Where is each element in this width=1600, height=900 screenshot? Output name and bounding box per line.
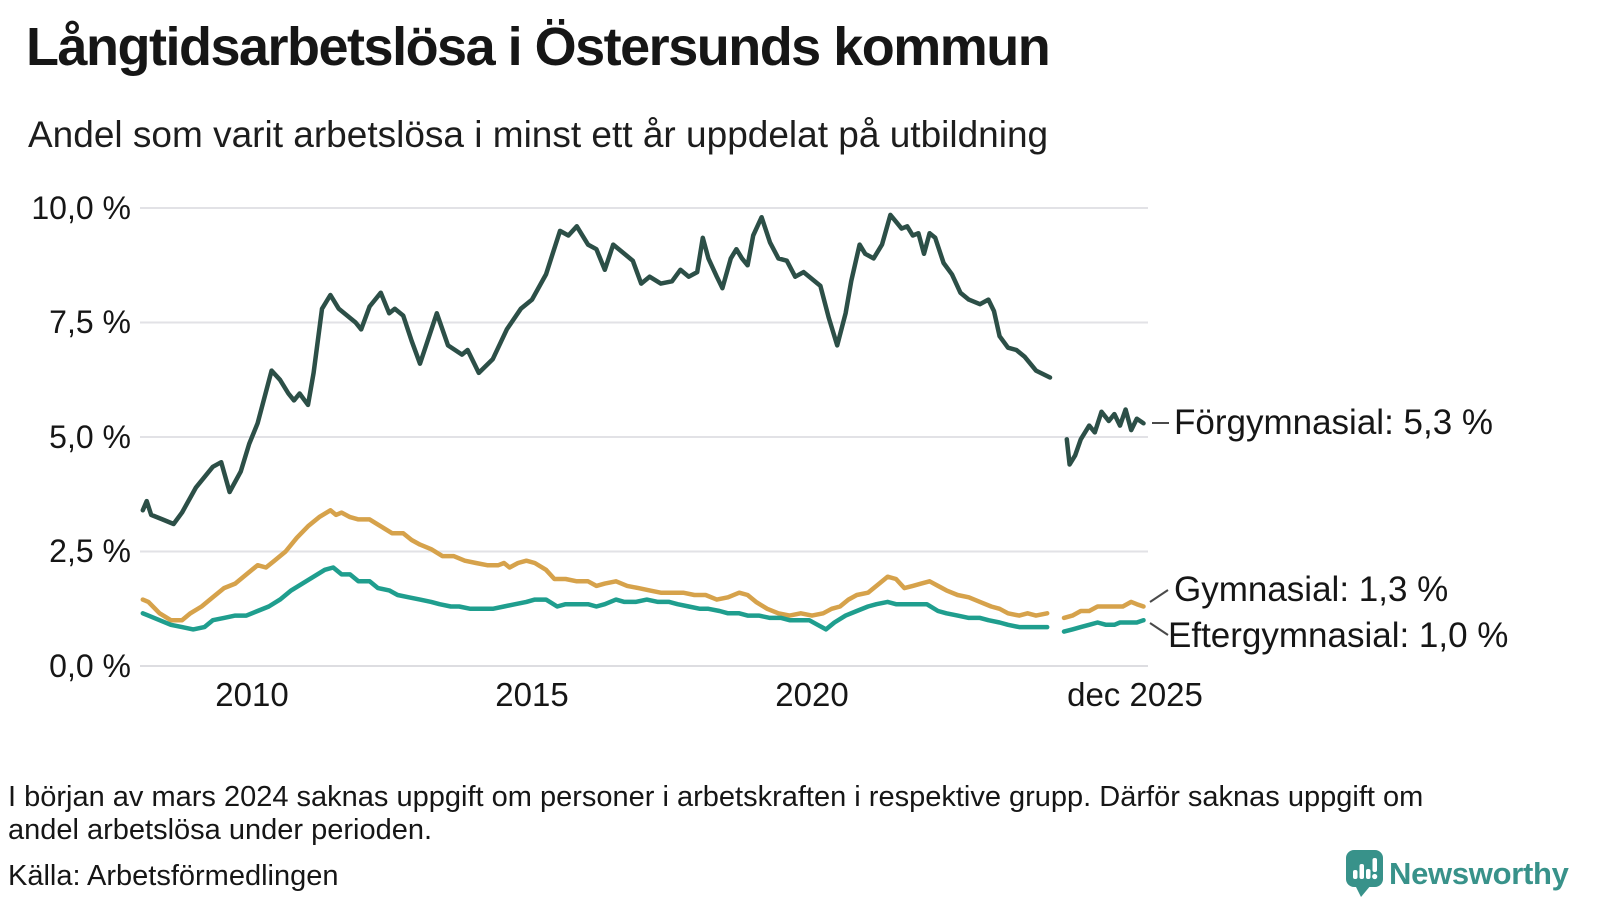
series-line-eftergymnasial-seg2 [1061,617,1146,634]
connector-gymnasial [1149,589,1169,603]
page-title: Långtidsarbetslösa i Östersunds kommun [26,17,1051,77]
newsworthy-logo-text: Newsworthy [1389,856,1569,891]
series-line-eftergymnasial-seg1 [140,565,1050,632]
series-line-forgymnasial-seg1 [140,212,1053,527]
page-subtitle: Andel som varit arbetslösa i minst ett å… [28,114,1049,155]
y-tick-7-5: 7,5 % [49,304,131,340]
x-tick-dec-2025: dec 2025 [1067,676,1203,713]
x-tick-2015: 2015 [495,676,569,713]
series-line-gymnasial-seg2 [1061,599,1146,621]
series-label-eftergymnasial: Eftergymnasial: 1,0 % [1168,616,1509,655]
y-tick-0-0: 0,0 % [49,648,131,684]
connector-eftergymnasial [1149,622,1169,636]
gridlines [140,207,1148,667]
footnote-line-2: andel arbetslösa under perioden. [8,814,433,846]
series-label-gymnasial: Gymnasial: 1,3 % [1174,570,1449,609]
source-credit: Källa: Arbetsförmedlingen [8,860,339,892]
label-connectors [1149,422,1169,636]
x-tick-2020: 2020 [775,676,849,713]
series-line-forgymnasial-seg2 [1064,407,1146,467]
y-tick-5-0: 5,0 % [49,419,131,455]
y-tick-2-5: 2,5 % [49,533,131,569]
series-label-forgymnasial: Förgymnasial: 5,3 % [1174,403,1494,442]
footnote-line-1: I början av mars 2024 saknas uppgift om … [8,781,1424,813]
x-tick-2010: 2010 [215,676,289,713]
newsworthy-logo-icon [1346,850,1383,897]
series-line-gymnasial-seg1 [140,508,1050,623]
y-tick-10-0: 10,0 % [31,190,131,226]
series-lines [140,212,1146,634]
